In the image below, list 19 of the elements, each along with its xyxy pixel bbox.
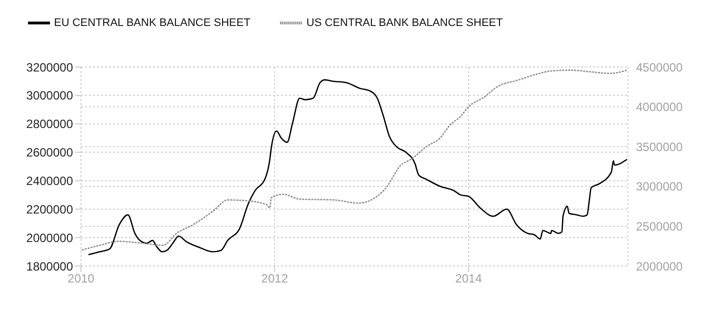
- x-tick-label: 2010: [68, 272, 95, 286]
- y2-tick-label: 3000000: [636, 180, 684, 194]
- legend-label: US CENTRAL BANK BALANCE SHEET: [306, 16, 503, 29]
- x-tick-label: 2012: [261, 272, 288, 286]
- y2-tick-label: 4000000: [636, 100, 684, 114]
- y-tick-label: 3200000: [26, 60, 74, 74]
- y2-tick-label: 3500000: [636, 140, 684, 154]
- y2-tick-label: 4500000: [636, 60, 684, 74]
- y2-tick-label: 2500000: [636, 219, 684, 234]
- y-tick-label: 2200000: [26, 202, 74, 216]
- legend-label: EU CENTRAL BANK BALANCE SHEET: [54, 16, 250, 29]
- y-tick-label: 1800000: [26, 259, 74, 274]
- y2-tick-label: 2000000: [636, 259, 684, 274]
- y-tick-label: 2800000: [26, 117, 74, 132]
- y-tick-label: 2600000: [26, 146, 74, 160]
- y-tick-label: 2400000: [26, 174, 74, 188]
- y-tick-label: 3000000: [26, 88, 74, 103]
- x-tick-label: 2014: [455, 272, 482, 286]
- y-tick-label: 2000000: [26, 230, 74, 245]
